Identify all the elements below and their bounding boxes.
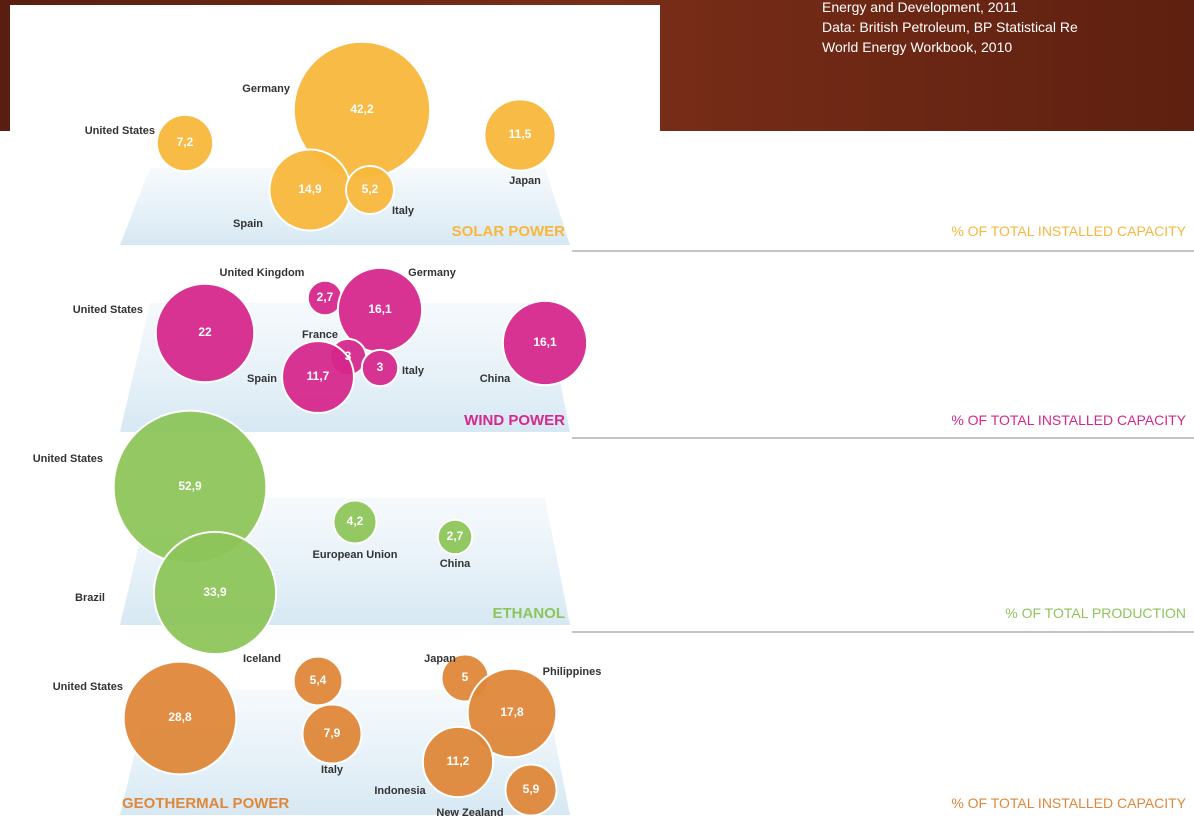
chart-subtitle: % OF TOTAL INSTALLED CAPACITY [951,412,1186,428]
value-label: 5,2 [362,182,379,196]
category-label: Japan [509,175,541,187]
value-label: 7,9 [324,726,341,740]
charts: SOLAR POWER % OF TOTAL INSTALLED CAPACITY… [33,42,1194,819]
category-label: Italy [321,764,344,776]
chart-subtitle: % OF TOTAL PRODUCTION [1005,605,1186,621]
category-label: United States [53,681,123,693]
chart-title: GEOTHERMAL POWER [122,795,289,812]
value-label: 7,2 [177,135,194,149]
value-label: 5,4 [310,673,327,687]
category-label: European Union [313,549,398,561]
category-label: Italy [392,205,415,217]
chart-title: SOLAR POWER [452,223,566,240]
value-label: 5 [462,670,469,684]
category-label: United States [73,304,143,316]
value-label: 22 [198,325,212,339]
value-label: 3 [345,349,352,363]
value-label: 16,1 [368,302,392,316]
category-label: United States [85,125,155,137]
chart-subtitle: % OF TOTAL INSTALLED CAPACITY [951,223,1186,239]
category-label: China [480,373,511,385]
value-label: 52,9 [178,479,202,493]
category-label: Brazil [75,592,105,604]
value-label: 42,2 [350,102,374,116]
value-label: 16,1 [533,335,557,349]
category-label: New Zealand [436,807,503,819]
value-label: 2,7 [317,290,334,304]
category-label: United States [33,453,103,465]
chart-title: ETHANOL [493,605,566,622]
source-line: World Energy Workbook, 2010 [822,39,1012,55]
chart-subtitle: % OF TOTAL INSTALLED CAPACITY [951,795,1186,811]
category-label: Spain [233,218,263,230]
value-label: 14,9 [298,182,322,196]
category-label: Japan [424,653,456,665]
category-label: Philippines [543,666,602,678]
value-label: 11,5 [509,127,532,141]
category-label: Italy [402,365,425,377]
infographic: Energy and Development, 2011 Data: Briti… [0,0,1194,830]
source-line: Energy and Development, 2011 [822,0,1018,15]
value-label: 2,7 [447,529,464,543]
category-label: United Kingdom [220,267,305,279]
value-label: 3 [377,360,384,374]
category-label: Indonesia [374,785,426,797]
value-label: 5,9 [523,782,540,796]
value-label: 11,7 [307,369,330,383]
category-label: France [302,329,338,341]
category-label: Spain [247,373,277,385]
category-label: Germany [408,267,457,279]
category-label: Germany [242,83,291,95]
value-label: 28,8 [168,710,192,724]
source-line: Data: British Petroleum, BP Statistical … [822,19,1078,35]
value-label: 4,2 [347,514,364,528]
value-label: 11,2 [447,754,470,768]
category-label: Iceland [243,653,281,665]
chart-title: WIND POWER [464,412,565,429]
value-label: 17,8 [500,705,524,719]
category-label: China [440,558,471,570]
value-label: 33,9 [203,585,227,599]
